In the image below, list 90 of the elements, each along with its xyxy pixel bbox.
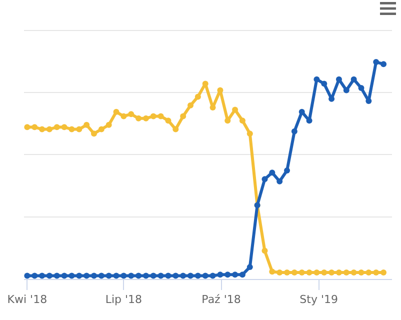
x-tick-label: Sty '19 <box>300 293 338 306</box>
point <box>158 272 164 279</box>
point <box>224 272 231 278</box>
point <box>76 272 82 279</box>
point <box>321 269 328 276</box>
point <box>136 115 142 122</box>
point <box>84 122 90 128</box>
point <box>246 130 253 137</box>
point <box>180 113 186 120</box>
point <box>276 269 283 276</box>
point <box>373 269 380 276</box>
point <box>61 272 68 279</box>
point <box>76 126 82 132</box>
point <box>373 58 380 65</box>
point <box>120 272 127 279</box>
point <box>366 269 372 276</box>
point <box>106 272 112 279</box>
point <box>343 269 350 276</box>
point <box>90 272 97 279</box>
point <box>306 118 312 124</box>
point <box>68 272 75 279</box>
point <box>46 126 52 132</box>
point <box>314 76 320 82</box>
x-tick-label: Paź '18 <box>202 293 241 306</box>
point <box>24 272 30 279</box>
point <box>32 272 38 279</box>
point <box>172 126 179 132</box>
point <box>343 87 350 94</box>
point <box>239 118 246 124</box>
point <box>180 272 186 279</box>
point <box>232 106 238 113</box>
point <box>188 272 194 279</box>
point <box>150 272 156 279</box>
point <box>142 115 149 122</box>
point <box>306 269 312 276</box>
x-tick-label: Kwi '18 <box>7 293 48 306</box>
point <box>106 122 112 128</box>
point <box>314 269 320 276</box>
point <box>54 272 60 279</box>
point <box>39 272 46 279</box>
point <box>98 272 104 279</box>
point <box>24 124 30 130</box>
point <box>380 269 387 276</box>
point <box>84 272 90 279</box>
point <box>136 272 142 279</box>
point <box>142 272 149 279</box>
point <box>165 272 172 279</box>
point <box>194 272 201 279</box>
point <box>61 124 68 130</box>
point <box>269 268 276 275</box>
point <box>32 124 38 130</box>
point <box>298 108 305 115</box>
point <box>298 269 305 276</box>
point <box>150 113 156 120</box>
point <box>128 272 134 279</box>
point <box>90 130 97 137</box>
point <box>350 269 357 276</box>
point <box>350 76 357 82</box>
point <box>194 94 201 100</box>
point <box>358 269 364 276</box>
point <box>276 178 283 184</box>
point <box>284 167 290 174</box>
point <box>217 272 224 278</box>
point <box>158 113 164 120</box>
point <box>113 272 120 279</box>
point <box>262 176 268 182</box>
point <box>188 102 194 108</box>
point <box>246 264 253 270</box>
point <box>165 118 172 124</box>
point <box>113 108 120 115</box>
point <box>120 113 127 120</box>
x-tick-label: Lip '18 <box>105 293 142 306</box>
point <box>321 80 328 87</box>
point <box>46 272 52 279</box>
point <box>269 170 276 176</box>
point <box>68 126 75 132</box>
point <box>239 272 246 278</box>
point <box>202 272 208 279</box>
point <box>366 98 372 104</box>
point <box>98 126 104 132</box>
point <box>210 272 216 279</box>
point <box>172 272 179 279</box>
point <box>262 248 268 254</box>
point <box>128 111 134 118</box>
point <box>232 272 238 278</box>
point <box>291 128 298 134</box>
point <box>54 124 60 130</box>
point <box>39 126 46 132</box>
point <box>380 61 387 68</box>
point <box>358 85 364 92</box>
